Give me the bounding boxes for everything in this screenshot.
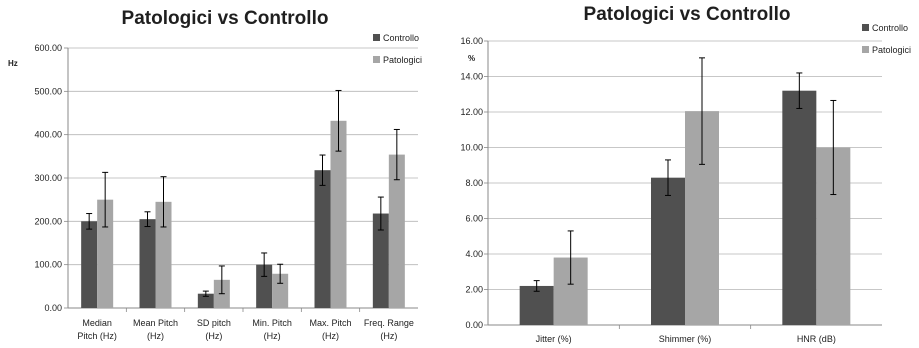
category-label: Shimmer (%) — [659, 334, 712, 344]
bar-controllo — [782, 90, 817, 325]
pitch-chart: Patologici vs Controllo Hz 0.00 100.00 200.0… — [8, 8, 422, 341]
y-tick-label: 8.00 — [465, 178, 483, 188]
bar-patologici — [272, 273, 289, 308]
y-tick-label: 10.00 — [460, 143, 483, 153]
chart-title: Patologici vs Controllo — [584, 4, 791, 25]
bar-controllo — [519, 285, 554, 325]
y-tick-label: 6.00 — [465, 214, 483, 224]
legend-label-patologici: Patologici — [872, 45, 911, 55]
bar-controllo — [314, 170, 331, 308]
legend-swatch-controllo — [373, 34, 380, 41]
bar-controllo — [372, 213, 389, 308]
category-label: (Hz) — [322, 331, 339, 341]
category-label: Median — [82, 318, 112, 328]
bar-controllo — [139, 219, 156, 308]
y-tick-label: 16.00 — [460, 36, 483, 46]
category-label: Max. Pitch — [309, 318, 351, 328]
category-label: Freq. Range — [364, 318, 414, 328]
bar-patologici — [330, 120, 347, 308]
bar-patologici — [155, 201, 172, 308]
y-tick-label: 14.00 — [460, 72, 483, 82]
chart-title: Patologici vs Controllo — [122, 8, 329, 29]
y-tick-label: 600.00 — [34, 43, 62, 53]
bar-controllo — [197, 293, 214, 308]
y-tick-label: 400.00 — [34, 130, 62, 140]
y-tick-label: 0.00 — [465, 320, 483, 330]
y-tick-label: 12.00 — [460, 107, 483, 117]
y-axis-unit-label: % — [468, 54, 475, 63]
y-tick-label: 500.00 — [34, 86, 62, 96]
category-label: (Hz) — [147, 331, 164, 341]
category-label: Jitter (%) — [536, 334, 572, 344]
voice-quality-chart: Patologici vs Controllo% 0.00 2.00 4.00 6.00… — [460, 4, 911, 344]
bar-patologici — [388, 154, 405, 308]
y-axis-unit-label: Hz — [8, 59, 18, 68]
category-label: (Hz) — [264, 331, 281, 341]
y-tick-label: 100.00 — [34, 260, 62, 270]
y-tick-label: 200.00 — [34, 216, 62, 226]
legend-label-controllo: Controllo — [383, 33, 419, 43]
category-label: (Hz) — [380, 331, 397, 341]
y-tick-label: 4.00 — [465, 249, 483, 259]
y-tick-label: 2.00 — [465, 285, 483, 295]
legend-swatch-controllo — [862, 24, 869, 31]
bar-controllo — [256, 264, 273, 308]
category-label: Mean Pitch — [133, 318, 178, 328]
legend-swatch-patologici — [862, 46, 869, 53]
legend-label-patologici: Patologici — [383, 55, 422, 65]
bar-patologici — [97, 199, 114, 308]
y-tick-label: 0.00 — [44, 303, 62, 313]
category-label: HNR (dB) — [797, 334, 836, 344]
category-label: SD pitch — [197, 318, 231, 328]
category-label: Min. Pitch — [252, 318, 292, 328]
category-label: Pitch (Hz) — [77, 331, 117, 341]
category-label: (Hz) — [205, 331, 222, 341]
bar-controllo — [81, 221, 98, 308]
bar-controllo — [651, 177, 685, 325]
legend-swatch-patologici — [373, 56, 380, 63]
y-tick-label: 300.00 — [34, 173, 62, 183]
legend-label-controllo: Controllo — [872, 23, 908, 33]
